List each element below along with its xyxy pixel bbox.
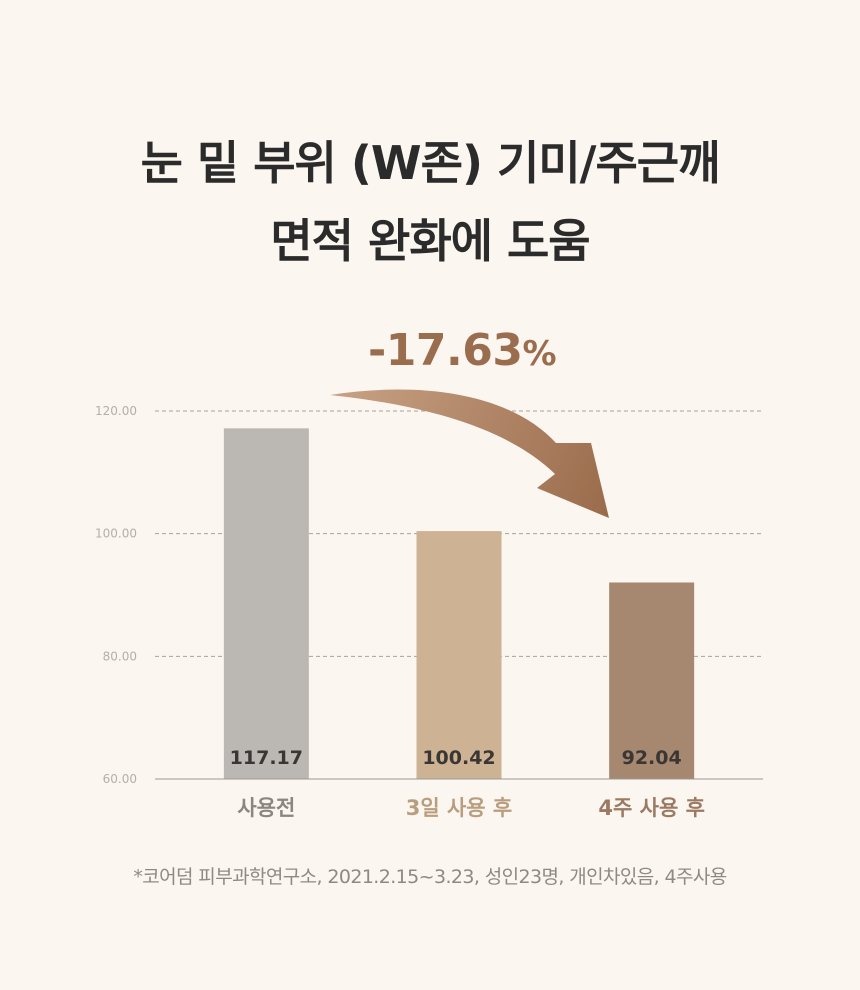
bars	[223, 428, 695, 779]
category-label: 3일 사용 후	[406, 796, 513, 820]
bar	[416, 531, 502, 779]
bar-value-label: 92.04	[622, 747, 682, 769]
bar-value-labels: 117.17 100.42 92.04	[230, 747, 682, 769]
y-tick-label: 120.00	[95, 404, 137, 418]
change-value: -17.63	[368, 325, 523, 376]
category-label: 사용전	[237, 796, 295, 820]
x-axis-category-labels: 사용전 3일 사용 후 4주 사용 후	[237, 796, 705, 820]
y-axis-tick-labels: 60.00 80.00 100.00 120.00	[95, 404, 137, 786]
change-unit: %	[522, 334, 557, 374]
y-tick-label: 80.00	[103, 649, 137, 663]
bar	[609, 582, 695, 779]
bar	[223, 428, 309, 779]
page-title-line-1: 눈 밑 부위 (W존) 기미/주근깨	[140, 136, 721, 190]
page-title-line-2: 면적 완화에 도움	[270, 214, 590, 268]
bar-value-label: 117.17	[230, 747, 303, 769]
change-percentage: -17.63%	[368, 329, 557, 374]
decrease-arrow-icon	[330, 389, 609, 518]
bar-value-label: 100.42	[422, 747, 495, 769]
y-tick-label: 100.00	[95, 527, 137, 541]
category-label: 4주 사용 후	[598, 796, 705, 820]
source-footnote: *코어덤 피부과학연구소, 2021.2.15~3.23, 성인23명, 개인차…	[133, 866, 727, 888]
y-tick-label: 60.00	[103, 772, 137, 786]
